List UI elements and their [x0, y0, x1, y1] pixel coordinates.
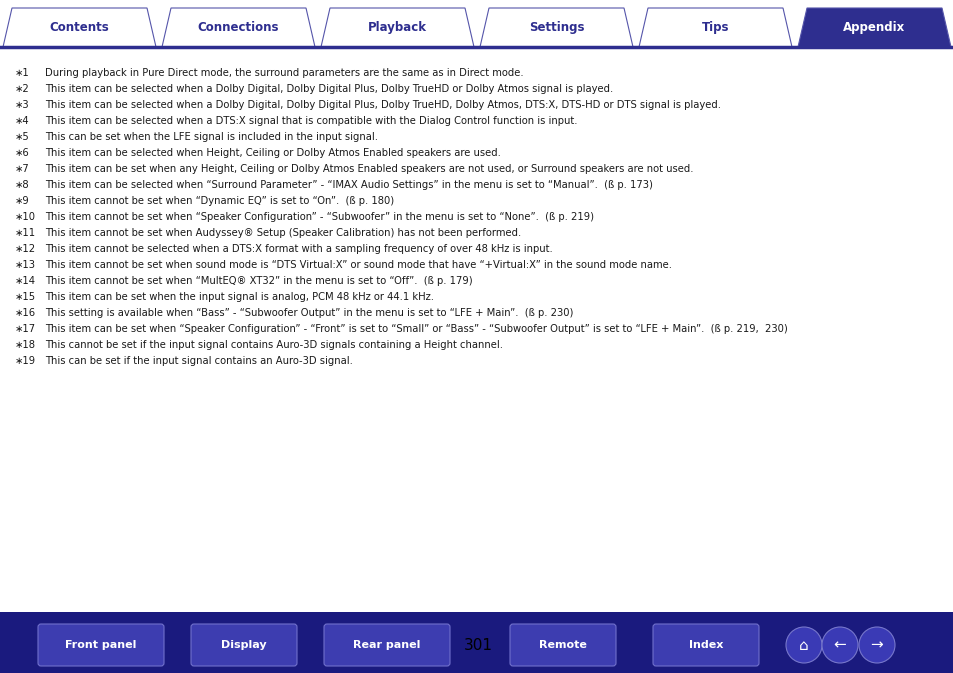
Text: During playback in Pure Direct mode, the surround parameters are the same as in : During playback in Pure Direct mode, the…: [45, 68, 523, 78]
Text: ∗7: ∗7: [15, 164, 30, 174]
Text: ∗13: ∗13: [15, 260, 36, 270]
Text: Settings: Settings: [528, 21, 583, 34]
Text: This item cannot be selected when a DTS:X format with a sampling frequency of ov: This item cannot be selected when a DTS:…: [45, 244, 552, 254]
Text: Playback: Playback: [368, 21, 427, 34]
Circle shape: [858, 627, 894, 663]
FancyBboxPatch shape: [652, 624, 759, 666]
Text: ∗19: ∗19: [15, 356, 36, 366]
Polygon shape: [797, 8, 950, 47]
Text: ∗5: ∗5: [15, 132, 30, 142]
Text: ∗15: ∗15: [15, 292, 36, 302]
Text: Appendix: Appendix: [842, 21, 904, 34]
Text: This item can be selected when Height, Ceiling or Dolby Atmos Enabled speakers a: This item can be selected when Height, C…: [45, 148, 500, 158]
Text: ∗12: ∗12: [15, 244, 36, 254]
Text: This item cannot be set when “MultEQ® XT32” in the menu is set to “Off”.  (ß p. : This item cannot be set when “MultEQ® XT…: [45, 276, 472, 286]
FancyBboxPatch shape: [38, 624, 164, 666]
Text: Connections: Connections: [197, 21, 279, 34]
FancyBboxPatch shape: [510, 624, 616, 666]
Text: ∗9: ∗9: [15, 196, 30, 206]
Text: Rear panel: Rear panel: [353, 640, 420, 650]
Text: ∗2: ∗2: [15, 84, 30, 94]
Text: Remote: Remote: [538, 640, 586, 650]
Text: Front panel: Front panel: [65, 640, 136, 650]
Text: This item can be selected when a Dolby Digital, Dolby Digital Plus, Dolby TrueHD: This item can be selected when a Dolby D…: [45, 100, 720, 110]
Text: ∗18: ∗18: [15, 340, 36, 350]
Text: This item can be selected when “Surround Parameter” - “IMAX Audio Settings” in t: This item can be selected when “Surround…: [45, 180, 652, 190]
Text: 301: 301: [463, 637, 492, 653]
Text: This item cannot be set when sound mode is “DTS Virtual:X” or sound mode that ha: This item cannot be set when sound mode …: [45, 260, 671, 270]
Text: ∗11: ∗11: [15, 228, 36, 238]
Polygon shape: [479, 8, 633, 47]
Text: This item can be set when “Speaker Configuration” - “Front” is set to “Small” or: This item can be set when “Speaker Confi…: [45, 324, 787, 334]
Text: This item can be set when any Height, Ceiling or Dolby Atmos Enabled speakers ar: This item can be set when any Height, Ce…: [45, 164, 693, 174]
Text: Contents: Contents: [50, 21, 110, 34]
Polygon shape: [3, 8, 156, 47]
Text: ∗3: ∗3: [15, 100, 30, 110]
Circle shape: [821, 627, 857, 663]
Text: Index: Index: [688, 640, 722, 650]
Polygon shape: [639, 8, 791, 47]
Text: ∗1: ∗1: [15, 68, 30, 78]
Text: ∗4: ∗4: [15, 116, 30, 126]
Text: →: →: [870, 637, 882, 653]
Polygon shape: [162, 8, 314, 47]
Polygon shape: [320, 8, 474, 47]
Text: This can be set when the LFE signal is included in the input signal.: This can be set when the LFE signal is i…: [45, 132, 377, 142]
Text: ∗14: ∗14: [15, 276, 36, 286]
Text: ⌂: ⌂: [799, 637, 808, 653]
Text: This item can be selected when a Dolby Digital, Dolby Digital Plus, Dolby TrueHD: This item can be selected when a Dolby D…: [45, 84, 613, 94]
Text: ∗17: ∗17: [15, 324, 36, 334]
Text: This item can be set when the input signal is analog, PCM 48 kHz or 44.1 kHz.: This item can be set when the input sign…: [45, 292, 434, 302]
Text: This setting is available when “Bass” - “Subwoofer Output” in the menu is set to: This setting is available when “Bass” - …: [45, 308, 573, 318]
Bar: [0, 612, 953, 673]
Text: ∗10: ∗10: [15, 212, 36, 222]
Text: ∗6: ∗6: [15, 148, 30, 158]
Text: Display: Display: [221, 640, 267, 650]
Text: This item cannot be set when “Speaker Configuration” - “Subwoofer” in the menu i: This item cannot be set when “Speaker Co…: [45, 212, 594, 222]
Text: This item cannot be set when “Dynamic EQ” is set to “On”.  (ß p. 180): This item cannot be set when “Dynamic EQ…: [45, 196, 394, 206]
Text: ←: ←: [833, 637, 845, 653]
Text: ∗16: ∗16: [15, 308, 36, 318]
Text: Tips: Tips: [701, 21, 728, 34]
Circle shape: [785, 627, 821, 663]
Text: This item cannot be set when Audyssey® Setup (Speaker Calibration) has not been : This item cannot be set when Audyssey® S…: [45, 228, 520, 238]
Text: ∗8: ∗8: [15, 180, 30, 190]
Text: This item can be selected when a DTS:X signal that is compatible with the Dialog: This item can be selected when a DTS:X s…: [45, 116, 577, 126]
Text: This can be set if the input signal contains an Auro-3D signal.: This can be set if the input signal cont…: [45, 356, 353, 366]
FancyBboxPatch shape: [191, 624, 296, 666]
FancyBboxPatch shape: [324, 624, 450, 666]
Text: This cannot be set if the input signal contains Auro-3D signals containing a Hei: This cannot be set if the input signal c…: [45, 340, 502, 350]
